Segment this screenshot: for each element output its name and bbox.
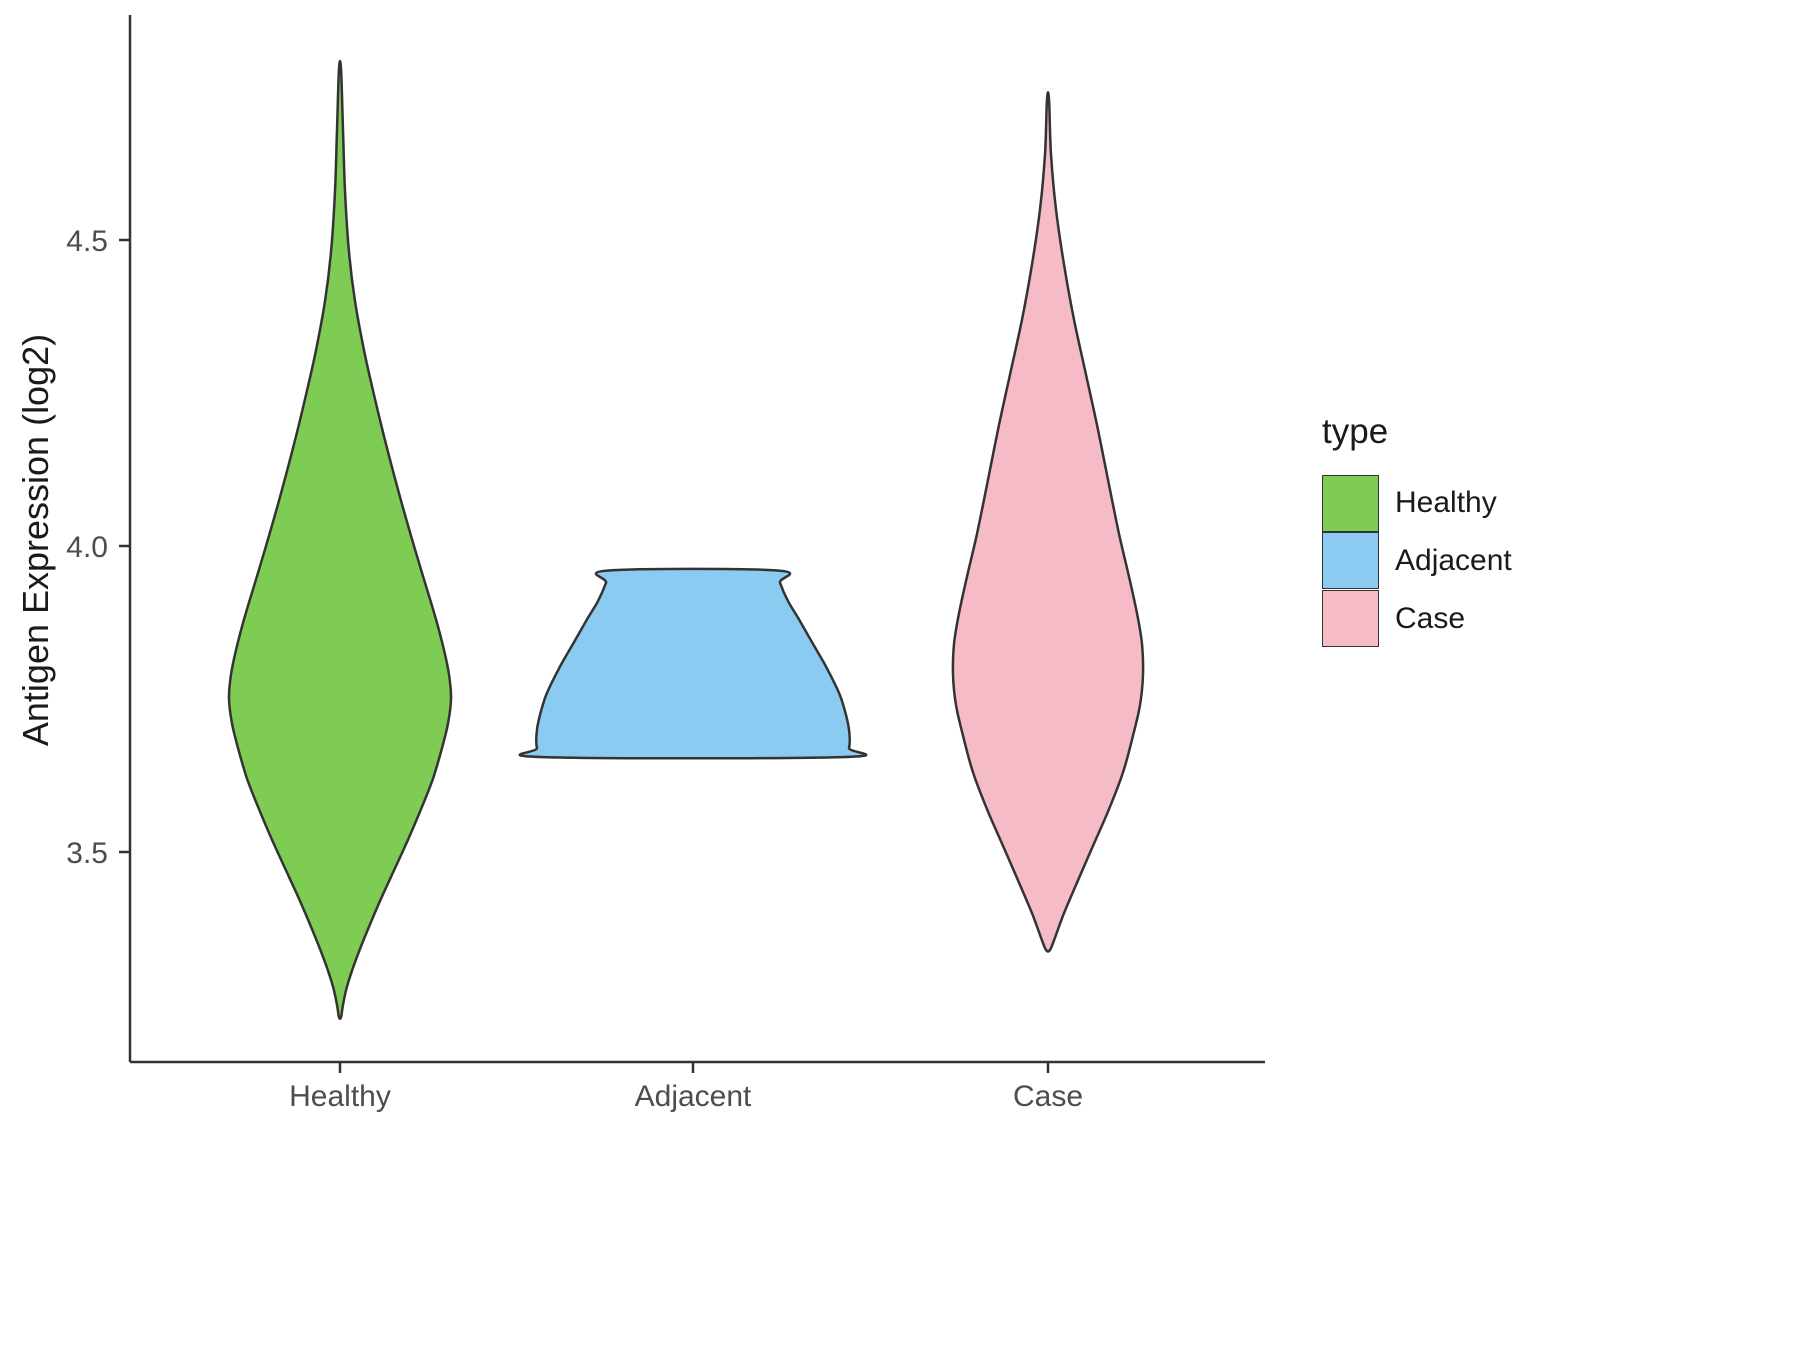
legend-label-adjacent: Adjacent [1395, 544, 1512, 577]
legend-swatch-healthy [1322, 474, 1379, 532]
violin-adjacent [518, 567, 868, 760]
y-tick-label: 4.5 [66, 225, 108, 258]
y-axis-title: Antigen Expression (log2) [15, 334, 56, 746]
legend: type Healthy Adjacent Case [1322, 412, 1512, 648]
y-tick-label: 3.5 [66, 837, 108, 870]
violin-case [951, 91, 1145, 953]
legend-label-case: Case [1395, 602, 1466, 635]
legend-item-adjacent: Adjacent [1322, 531, 1512, 590]
x-tick-label-healthy: Healthy [289, 1080, 391, 1113]
legend-swatch-adjacent [1322, 531, 1379, 589]
x-tick-label-case: Case [1013, 1080, 1083, 1113]
legend-item-healthy: Healthy [1322, 474, 1512, 532]
violin-healthy [227, 59, 453, 1021]
legend-label-healthy: Healthy [1395, 486, 1497, 519]
legend-item-case: Case [1322, 589, 1512, 648]
y-tick-label: 4.0 [66, 531, 108, 564]
x-tick-label-adjacent: Adjacent [635, 1080, 752, 1113]
violins-layer [227, 59, 1145, 1021]
legend-swatch-case [1322, 589, 1379, 647]
legend-title: type [1322, 412, 1389, 451]
